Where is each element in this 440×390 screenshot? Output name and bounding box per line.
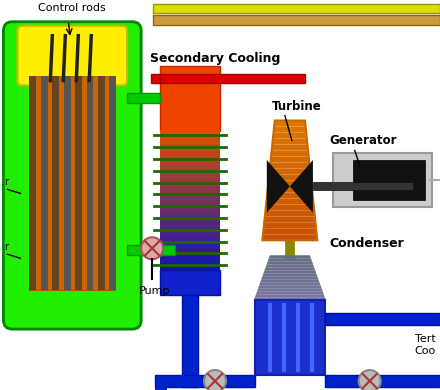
Bar	[160, 130, 220, 138]
Bar	[110, 76, 116, 290]
Bar	[127, 92, 160, 103]
Polygon shape	[256, 291, 324, 294]
Bar	[313, 183, 413, 190]
Circle shape	[359, 370, 381, 390]
Bar	[160, 228, 220, 235]
Polygon shape	[259, 282, 320, 285]
Circle shape	[141, 237, 163, 259]
Text: Secondary Cooling: Secondary Cooling	[150, 52, 280, 65]
Bar	[75, 76, 82, 290]
FancyBboxPatch shape	[18, 26, 127, 85]
Bar	[160, 270, 220, 295]
Circle shape	[204, 370, 226, 390]
Polygon shape	[262, 234, 318, 240]
Bar	[160, 172, 220, 179]
Polygon shape	[274, 121, 306, 126]
Bar	[98, 76, 105, 290]
Bar	[160, 193, 220, 200]
Polygon shape	[270, 163, 310, 168]
Polygon shape	[268, 174, 312, 181]
Polygon shape	[260, 279, 319, 282]
Bar	[29, 76, 115, 290]
Bar	[160, 242, 220, 249]
Text: Tert
Coo: Tert Coo	[414, 334, 436, 356]
Polygon shape	[263, 222, 317, 228]
Bar	[52, 76, 59, 290]
Text: Generator: Generator	[330, 135, 397, 147]
Bar	[155, 387, 167, 390]
Bar	[325, 375, 440, 387]
Bar	[155, 375, 255, 387]
Bar	[160, 235, 220, 242]
Bar	[160, 263, 220, 270]
Text: Condenser: Condenser	[330, 237, 404, 250]
Bar	[160, 158, 220, 165]
Polygon shape	[265, 204, 315, 210]
Polygon shape	[268, 258, 312, 261]
Polygon shape	[272, 138, 308, 144]
Polygon shape	[290, 160, 313, 213]
FancyBboxPatch shape	[4, 22, 141, 329]
Bar	[160, 221, 220, 228]
Polygon shape	[261, 276, 319, 279]
Bar	[153, 4, 440, 13]
Bar	[160, 186, 220, 193]
Polygon shape	[264, 267, 315, 270]
Bar	[160, 249, 220, 256]
Polygon shape	[269, 168, 311, 174]
Polygon shape	[268, 181, 312, 186]
Bar	[160, 66, 220, 131]
Bar	[160, 74, 305, 83]
Polygon shape	[264, 270, 316, 273]
Bar	[151, 74, 160, 83]
Polygon shape	[264, 216, 316, 222]
Text: r: r	[4, 242, 8, 252]
Polygon shape	[262, 273, 317, 276]
Polygon shape	[269, 255, 311, 258]
Polygon shape	[266, 192, 313, 199]
Bar	[160, 179, 220, 186]
Bar	[160, 144, 220, 151]
Polygon shape	[271, 144, 308, 151]
Bar	[41, 76, 48, 290]
Polygon shape	[267, 261, 313, 264]
Bar	[255, 300, 325, 375]
Bar	[87, 76, 93, 290]
Polygon shape	[266, 264, 314, 267]
Bar	[29, 76, 36, 290]
Polygon shape	[267, 160, 290, 213]
Bar	[325, 313, 440, 325]
Polygon shape	[257, 288, 323, 291]
Bar	[153, 15, 440, 25]
Bar	[160, 214, 220, 222]
Polygon shape	[273, 133, 307, 138]
Bar	[160, 165, 220, 172]
Bar	[160, 137, 220, 144]
Polygon shape	[254, 297, 326, 300]
Polygon shape	[255, 294, 325, 297]
Polygon shape	[258, 285, 322, 288]
Polygon shape	[262, 228, 317, 234]
Text: r: r	[4, 177, 8, 188]
Bar	[160, 256, 220, 263]
Bar	[160, 207, 220, 215]
Polygon shape	[264, 210, 315, 216]
Polygon shape	[266, 199, 314, 204]
Text: Pump: Pump	[138, 286, 170, 296]
Bar	[160, 151, 220, 158]
Text: Turbine: Turbine	[272, 99, 322, 113]
Polygon shape	[267, 186, 313, 192]
Polygon shape	[274, 126, 306, 133]
Bar	[182, 295, 198, 387]
Text: Control rods: Control rods	[38, 3, 106, 13]
Polygon shape	[271, 151, 309, 156]
Bar	[127, 245, 175, 255]
Bar	[353, 160, 425, 200]
Polygon shape	[270, 156, 309, 163]
Bar	[160, 200, 220, 207]
FancyBboxPatch shape	[333, 153, 432, 207]
Bar	[64, 76, 70, 290]
